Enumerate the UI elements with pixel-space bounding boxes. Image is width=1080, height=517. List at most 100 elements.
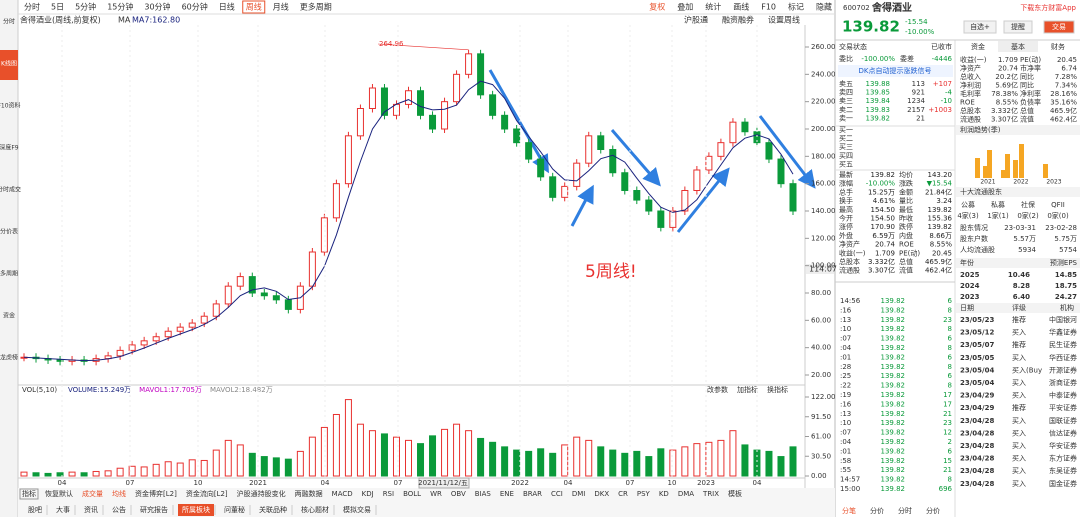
bottom-tab[interactable]: 资讯 [84,505,98,514]
sidebar-item[interactable]: K线图 [1,60,17,68]
indicator-tab[interactable]: MACD [332,490,353,498]
tool-button[interactable]: 画线 [733,2,749,12]
indicator-tab[interactable]: BRAR [523,490,542,498]
tick-tab[interactable]: 分笔 [842,506,856,515]
action-button[interactable] [1003,20,1033,34]
vol-tool[interactable]: 换指标 [767,385,788,394]
period-tab[interactable]: 月线 [273,2,289,12]
action-button[interactable] [963,20,997,34]
fund-label: 净利率 [1020,89,1041,98]
volume-bar [356,423,364,477]
period-tab[interactable]: 日线 [219,2,235,12]
indicator-tab[interactable]: PSY [637,490,651,498]
bottom-tab[interactable]: 问董秘 [224,505,245,514]
candle [645,199,653,212]
period-tab[interactable]: 周线 [246,2,262,12]
indicator-tab[interactable]: DMA [678,490,694,498]
indicator-tab[interactable]: WR [430,490,442,498]
fund-tab[interactable]: 基本 [1011,42,1025,51]
indicator-tab[interactable]: BOLL [403,490,421,498]
period-tab[interactable]: 60分钟 [182,2,208,12]
tick-tab[interactable]: 分价 [870,506,884,515]
sidebar-item[interactable]: 资金 [3,312,15,320]
bottom-tab[interactable]: 大事 [56,505,70,514]
sidebar-item[interactable]: F10资料 [0,102,21,110]
action-button-label[interactable]: 交易 [1052,22,1066,31]
indicator-tab[interactable]: DMI [572,490,586,498]
sidebar-item[interactable]: 多周期 [0,270,18,278]
period-tab[interactable]: 分时 [24,2,40,12]
bottom-tab[interactable]: 股吧 [28,506,42,514]
dk-link[interactable]: DK点自动提示涨跌信号 [859,66,932,75]
action-button-label[interactable]: 自选+ [970,22,990,31]
tool-button[interactable]: 隐藏 [816,2,832,12]
tool-button[interactable]: 复权 [649,2,665,12]
candle [633,190,641,201]
tick-tab[interactable]: 分价 [926,506,940,515]
indicator-tab[interactable]: RSI [383,490,394,498]
tool-button[interactable]: 叠加 [677,2,693,12]
bottom-tab[interactable]: 研究报告 [140,505,168,514]
app-link[interactable]: 下载东方财富App [1020,3,1076,12]
stat-value: 3.332亿 [868,257,895,266]
indicator-tab[interactable]: 成交量 [82,489,103,498]
stat-value: 3.24 [936,197,952,205]
indicator-tab[interactable]: CR [618,490,628,498]
indicator-tab[interactable]: TRIX [702,490,719,498]
action-button-label[interactable]: 提醒 [1011,22,1025,31]
action-button[interactable] [1043,20,1075,34]
period-tab[interactable]: 15分钟 [107,2,133,12]
indicator-tab[interactable]: CCI [551,490,563,498]
chart-link[interactable]: 沪股通 [684,15,708,25]
indicator-tab[interactable]: 指标 [22,489,36,498]
volume-bar [477,437,485,477]
indicator-tab[interactable]: 均线 [112,489,126,498]
sidebar-item[interactable]: 分价表 [0,228,18,236]
sidebar-item[interactable]: 分时成交 [0,186,21,194]
bottom-tab[interactable]: 核心题材 [301,505,329,514]
y-tick-label: 20.00 [811,371,831,379]
indicator-tab[interactable]: 恢复默认 [45,489,73,498]
vol-tool[interactable]: 改参数 [707,385,728,394]
vol-tick-label: 0.00 [811,472,827,480]
tool-button[interactable]: 标记 [788,2,804,12]
fund-tab[interactable]: 资金 [971,42,985,51]
indicator-tab[interactable]: 沪股通持股变化 [237,489,286,498]
tool-button[interactable]: 统计 [705,2,721,12]
fund-tab[interactable]: 财务 [1051,42,1065,51]
bottom-tab[interactable]: 关联品种 [259,505,287,514]
y-tick-label: 100.00 [811,262,836,270]
indicator-tab[interactable]: KDJ [362,490,374,498]
rating-agency: 华鑫证券 [1049,328,1077,337]
indicator-tab[interactable]: 两融数据 [295,489,323,498]
holder-count: 4家(3) [957,211,979,220]
bottom-tab[interactable]: 所属板块 [182,505,210,514]
indicator-tab[interactable]: BIAS [475,490,492,498]
sidebar-item[interactable]: 龙虎榜 [0,354,18,362]
vol-tool[interactable]: 加指标 [737,385,758,394]
indicator-tab[interactable]: DKX [594,490,609,498]
indicator-tab[interactable]: OBV [451,490,466,498]
chart-link[interactable]: 融资融券 [722,15,754,25]
bottom-tab[interactable]: 模拟交易 [343,505,371,514]
period-tab[interactable]: 5日 [51,3,64,12]
sidebar-item[interactable]: 深度F9 [0,144,19,152]
indicator-tab[interactable]: KD [659,490,669,498]
bottom-tab[interactable]: 公告 [112,505,126,514]
indicator-tab[interactable]: 资金博弈[L2] [135,489,177,498]
tool-button[interactable]: F10 [761,3,776,12]
indicator-tab[interactable]: 模板 [728,489,742,498]
tick-tab[interactable]: 分时 [898,506,912,515]
period-tab[interactable]: 30分钟 [144,2,170,12]
indicator-tab[interactable]: 资金流向[L2] [186,489,228,498]
candle [477,53,485,96]
indicator-tab[interactable]: ENE [500,490,514,498]
sidebar-item[interactable]: 分时 [3,18,15,26]
period-tab[interactable]: 5分钟 [75,2,96,12]
chart-link[interactable]: 设置周线 [768,15,800,25]
eps-value: 14.85 [1055,271,1077,279]
stat-label: 涨幅 [839,179,853,188]
period-tab[interactable]: 更多周期 [300,2,332,12]
rating-date: 23/04/28 [960,467,994,475]
